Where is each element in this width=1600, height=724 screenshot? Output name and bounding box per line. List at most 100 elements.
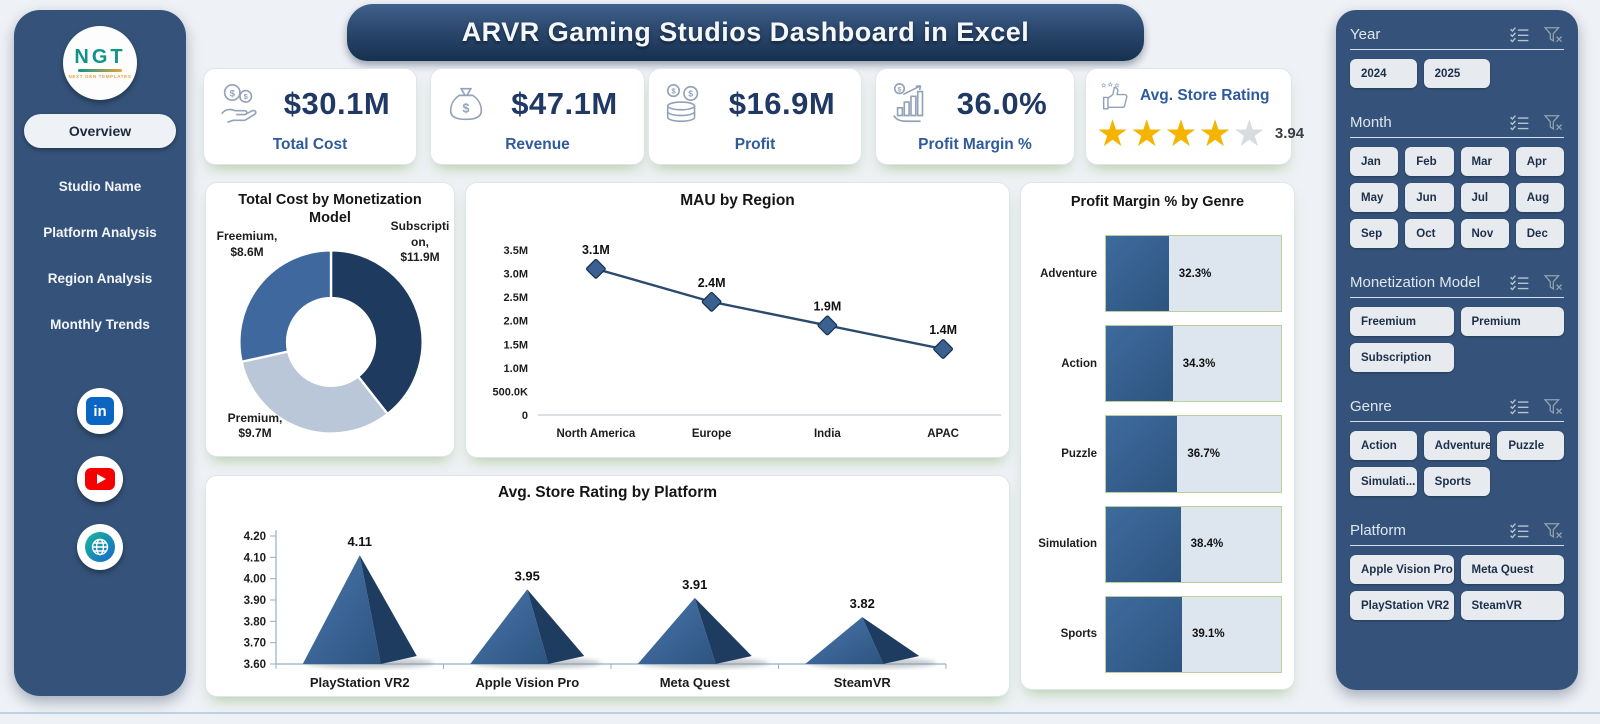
sidebar-item-overview[interactable]: Overview: [24, 114, 176, 148]
slicer-option-playstation-vr2[interactable]: PlayStation VR2: [1350, 591, 1454, 620]
kpi-card-total-cost: $ $ $30.1M Total Cost: [203, 68, 417, 165]
slicer-divider: [1350, 297, 1564, 298]
svg-text:$: $: [244, 92, 249, 101]
bar-value-label: 32.3%: [1178, 267, 1212, 280]
sidebar-item-platform-analysis[interactable]: Platform Analysis: [43, 225, 157, 240]
multi-select-icon[interactable]: [1509, 274, 1530, 291]
slicer-option-freemium[interactable]: Freemium: [1350, 307, 1454, 336]
slicer-option-simulati-[interactable]: Simulati...: [1350, 467, 1417, 496]
svg-text:1.5M: 1.5M: [504, 339, 528, 351]
star-rating: ★★★★★ 3.94: [1086, 113, 1304, 154]
slicer-option-premium[interactable]: Premium: [1460, 307, 1564, 336]
slicer-genre: Genre Action Adventure Puzzle Simulati... Spo…: [1350, 398, 1564, 496]
bar-value-label: 38.4%: [1190, 538, 1224, 551]
kpi-card-avg-store-rating: Avg. Store Rating ★★★★★ 3.94: [1085, 68, 1304, 165]
svg-text:0: 0: [522, 410, 528, 422]
svg-text:$: $: [463, 102, 470, 116]
slicer-option-aug[interactable]: Aug: [1515, 183, 1564, 212]
svg-text:$: $: [230, 88, 236, 99]
clear-filter-icon[interactable]: [1543, 114, 1564, 131]
slicer-title: Monetization Model: [1350, 274, 1481, 291]
bar-row-simulation: Simulation 38.4%: [1031, 505, 1282, 583]
bar-value-label: 36.7%: [1187, 448, 1220, 460]
kpi-card-profit-margin-: $36.0% Profit Margin %: [875, 68, 1075, 165]
chart-title: MAU by Region: [680, 192, 795, 209]
svg-text:1.0M: 1.0M: [504, 363, 528, 375]
pyramid-chart: 3.60 3.70 3.80 3.90 4.00 4.10 4.20 4.11 PlayStat…: [244, 530, 947, 690]
svg-text:1.4M: 1.4M: [929, 323, 957, 337]
slicer-option-meta-quest[interactable]: Meta Quest: [1460, 555, 1564, 584]
slicer-option-2024[interactable]: 2024: [1350, 59, 1417, 88]
chart-title: Profit Margin % by Genre: [1070, 194, 1245, 210]
clear-filter-icon[interactable]: [1543, 26, 1564, 43]
svg-text:4.11: 4.11: [347, 534, 372, 549]
slicer-option-apple-vision-pro[interactable]: Apple Vision Pro: [1350, 555, 1454, 584]
bar-track: 36.7%: [1105, 415, 1282, 493]
slicer-year: Year 2024 2025: [1350, 26, 1564, 88]
sidebar-item-region-analysis[interactable]: Region Analysis: [47, 271, 153, 286]
linkedin-icon[interactable]: in: [77, 388, 123, 434]
bar-category-label: Adventure: [1040, 267, 1097, 280]
slicer-option-sports[interactable]: Sports: [1423, 467, 1491, 496]
slicer-option-adventure[interactable]: Adventure: [1423, 431, 1491, 460]
bar-value-label: 39.1%: [1192, 628, 1225, 641]
slicer-option-may[interactable]: May: [1350, 183, 1399, 212]
slicer-option-2025[interactable]: 2025: [1423, 59, 1491, 88]
bar-fill: [1106, 416, 1178, 492]
slicer-option-sep[interactable]: Sep: [1350, 219, 1399, 248]
website-globe-icon[interactable]: [77, 524, 123, 570]
coins-in-hand-icon: $ $: [221, 84, 257, 123]
slicer-option-jun[interactable]: Jun: [1405, 183, 1454, 212]
kpi-card-revenue: $ $47.1M Revenue: [430, 68, 645, 165]
clear-filter-icon[interactable]: [1543, 398, 1564, 415]
donut-label-premium: Premium, $9.7M: [227, 410, 283, 441]
kpi-label: Profit: [734, 136, 776, 153]
logo-text: NGT: [74, 46, 126, 68]
slicer-option-puzzle[interactable]: Puzzle: [1497, 431, 1564, 460]
clear-filter-icon[interactable]: [1543, 522, 1564, 539]
slicer-option-steamvr[interactable]: SteamVR: [1460, 591, 1564, 620]
rating-value: 3.94: [1274, 125, 1305, 142]
kpi-value: 36.0%: [956, 86, 1048, 121]
sidebar-item-studio-name[interactable]: Studio Name: [58, 179, 142, 194]
slicer-option-oct[interactable]: Oct: [1405, 219, 1454, 248]
svg-text:500.0K: 500.0K: [493, 386, 529, 398]
slicer-monetization-model: Monetization Model Freemium Premium Subscri…: [1350, 274, 1564, 372]
thumb-up-stars-icon: [1101, 81, 1128, 110]
slicer-option-jan[interactable]: Jan: [1350, 147, 1399, 176]
slicer-option-dec[interactable]: Dec: [1515, 219, 1564, 248]
slicer-option-jul[interactable]: Jul: [1460, 183, 1509, 212]
sidebar-socials: in: [77, 388, 123, 570]
clear-filter-icon[interactable]: [1543, 274, 1564, 291]
bar-row-puzzle: Puzzle 36.7%: [1031, 415, 1282, 493]
slicer-platform: Platform Apple Vision Pro Meta Quest PlaySt…: [1350, 522, 1564, 620]
slicer-option-apr[interactable]: Apr: [1515, 147, 1564, 176]
youtube-icon[interactable]: [77, 456, 123, 502]
slicer-option-subscription[interactable]: Subscription: [1350, 343, 1454, 372]
slicer-title: Month: [1350, 114, 1392, 131]
multi-select-icon[interactable]: [1509, 26, 1530, 43]
chart-title: Total Cost by Monetization Model: [238, 192, 422, 227]
sidebar-item-monthly-trends[interactable]: Monthly Trends: [50, 317, 150, 332]
multi-select-icon[interactable]: [1509, 522, 1530, 539]
line-chart: 0 500.0K 1.0M 1.5M 2.0M 2.5M 3.0M 3.5M 3.1M North…: [493, 243, 1001, 440]
bar-track: 32.3%: [1105, 235, 1282, 313]
kpi-value: $30.1M: [283, 86, 391, 121]
bar-fill: [1106, 506, 1181, 582]
slicer-option-action[interactable]: Action: [1350, 431, 1417, 460]
chart-card-profit-margin-by-genre: Profit Margin % by Genre Adventure 32.3% A…: [1020, 182, 1295, 690]
svg-text:2.4M: 2.4M: [698, 276, 726, 290]
svg-text:3.82: 3.82: [850, 596, 875, 611]
multi-select-icon[interactable]: [1509, 114, 1530, 131]
multi-select-icon[interactable]: [1509, 398, 1530, 415]
ngt-logo: NGT NEXT GEN TEMPLATES: [63, 26, 137, 100]
svg-text:4.10: 4.10: [244, 552, 266, 564]
profit-coins-icon: $ $: [666, 84, 699, 123]
page-title: ARVR Gaming Studios Dashboard in Excel: [461, 17, 1030, 47]
slicer-option-feb[interactable]: Feb: [1405, 147, 1454, 176]
slicer-option-mar[interactable]: Mar: [1460, 147, 1509, 176]
star-filled-icon: ★: [1096, 113, 1131, 154]
svg-text:Europe: Europe: [692, 428, 732, 440]
slicer-option-nov[interactable]: Nov: [1460, 219, 1509, 248]
donut-chart: [238, 249, 424, 435]
